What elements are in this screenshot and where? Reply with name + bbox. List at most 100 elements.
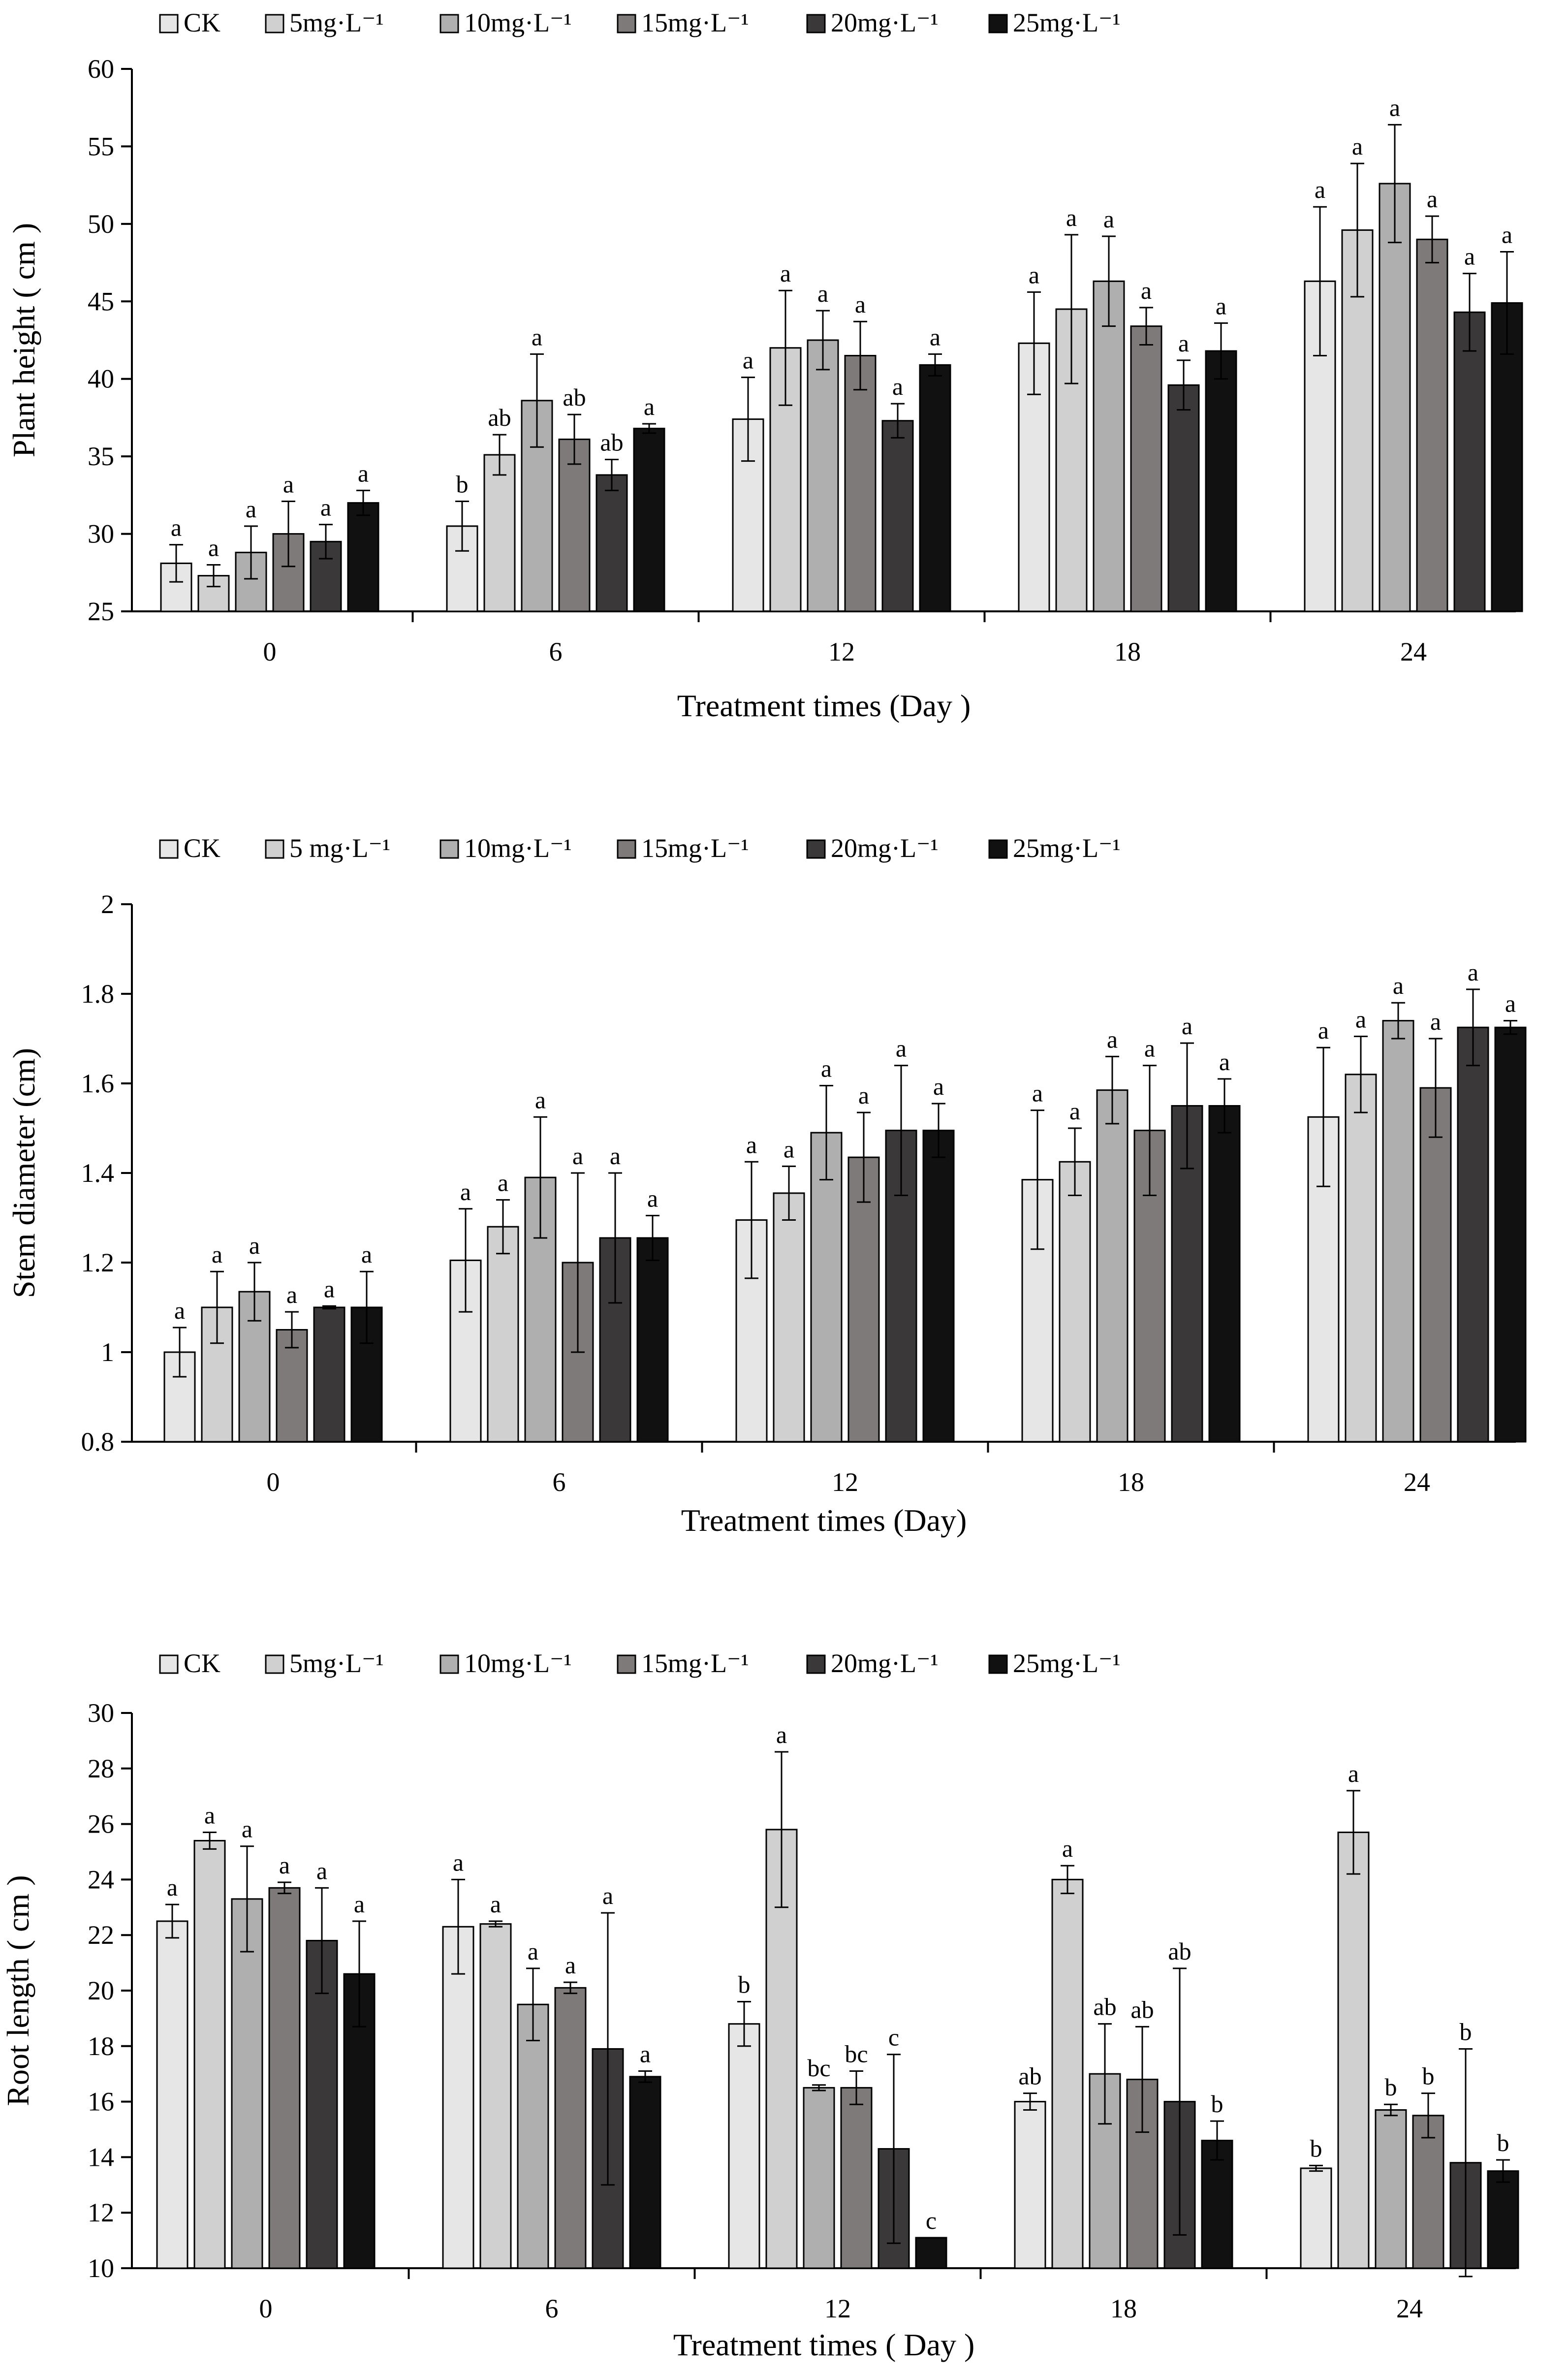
legend-swatch xyxy=(988,1654,1008,1674)
x-tick-label: 0 xyxy=(259,2294,273,2323)
bar xyxy=(1487,2170,1519,2269)
y-tick-label: 1 xyxy=(101,1337,114,1367)
significance-label: ab xyxy=(488,404,511,431)
significance-label: b xyxy=(1211,2090,1223,2118)
bar xyxy=(1300,2167,1332,2269)
significance-label: a xyxy=(1216,292,1226,319)
bar xyxy=(1419,1087,1452,1443)
bar xyxy=(1337,1832,1370,2269)
significance-label: a xyxy=(1062,1835,1073,1862)
bar xyxy=(276,1329,308,1443)
significance-label: a xyxy=(1178,329,1189,357)
significance-label: b xyxy=(738,1971,751,1998)
bar xyxy=(636,1237,669,1443)
bar xyxy=(1345,1074,1377,1443)
y-tick-label: 45 xyxy=(88,286,114,316)
significance-label: a xyxy=(1393,972,1404,999)
legend-label: CK xyxy=(184,833,220,863)
bar xyxy=(1453,311,1486,612)
bar xyxy=(1130,325,1162,612)
legend-label: 25mg·L⁻¹ xyxy=(1013,1648,1121,1678)
significance-label: b xyxy=(1310,2134,1322,2162)
x-tick-label: 18 xyxy=(1114,637,1141,666)
significance-label: a xyxy=(1352,132,1363,160)
significance-label: a xyxy=(279,1851,290,1879)
significance-label: a xyxy=(892,373,903,400)
significance-label: a xyxy=(171,514,182,541)
bar xyxy=(1382,1020,1414,1443)
significance-label: b xyxy=(456,470,469,498)
legend-label: 10mg·L⁻¹ xyxy=(464,8,572,37)
significance-label: a xyxy=(821,1055,832,1082)
bar xyxy=(231,1898,263,2269)
significance-label: ab xyxy=(1130,1996,1154,2023)
legend-label: 5mg·L⁻¹ xyxy=(289,8,384,37)
x-tick-label: 6 xyxy=(545,2294,559,2323)
significance-label: a xyxy=(602,1882,613,1909)
y-tick-label: 60 xyxy=(88,54,114,84)
bar xyxy=(1412,2115,1444,2269)
bar xyxy=(847,1156,880,1443)
significance-label: a xyxy=(1219,1048,1230,1076)
x-tick-label: 0 xyxy=(263,637,277,666)
bar xyxy=(844,354,877,612)
significance-label: a xyxy=(354,1890,365,1918)
x-tick-label: 12 xyxy=(828,637,855,666)
significance-label: b xyxy=(1422,2062,1435,2090)
bar xyxy=(517,2003,549,2269)
x-axis-title: Treatment times ( Day ) xyxy=(673,2327,975,2362)
bar xyxy=(1051,1878,1084,2269)
x-tick-label: 12 xyxy=(832,1467,858,1497)
y-tick-label: 0.8 xyxy=(81,1427,115,1457)
significance-label: a xyxy=(1032,1079,1043,1107)
significance-label: bc xyxy=(807,2054,830,2082)
bar xyxy=(1167,384,1200,612)
bar xyxy=(915,2237,947,2269)
legend-swatch xyxy=(439,1654,459,1674)
significance-label: a xyxy=(640,2040,651,2068)
significance-label: a xyxy=(283,470,294,498)
significance-label: c xyxy=(888,2024,899,2051)
legend-swatch xyxy=(439,839,459,859)
y-tick-label: 55 xyxy=(88,131,114,161)
y-tick-label: 20 xyxy=(88,1976,114,2005)
y-tick-label: 16 xyxy=(88,2087,114,2117)
significance-label: a xyxy=(1502,221,1512,249)
significance-label: a xyxy=(743,347,753,374)
bar xyxy=(313,1306,345,1443)
y-tick-label: 24 xyxy=(88,1865,114,1894)
y-axis-title: Stem diameter (cm) xyxy=(6,1048,41,1298)
legend-label: CK xyxy=(184,1648,220,1678)
x-tick-label: 18 xyxy=(1118,1467,1144,1497)
bar xyxy=(629,2076,661,2269)
x-tick-label: 6 xyxy=(549,637,563,666)
significance-label: a xyxy=(1464,243,1475,270)
y-tick-label: 30 xyxy=(88,519,114,549)
x-tick-label: 6 xyxy=(553,1467,566,1497)
y-tick-label: 50 xyxy=(88,209,114,239)
significance-label: a xyxy=(1144,1035,1155,1062)
bar xyxy=(1093,280,1125,612)
significance-label: a xyxy=(1505,990,1516,1017)
significance-label: a xyxy=(453,1848,464,1876)
bar xyxy=(773,1192,805,1443)
significance-label: c xyxy=(926,2207,937,2234)
y-tick-label: 1.6 xyxy=(81,1069,115,1098)
significance-label: a xyxy=(358,459,369,487)
bar xyxy=(554,1987,587,2269)
significance-label: ab xyxy=(1018,2062,1041,2090)
bar xyxy=(347,502,379,612)
significance-label: a xyxy=(746,1131,757,1158)
significance-label: a xyxy=(316,1857,327,1884)
significance-label: b xyxy=(1497,2129,1509,2156)
significance-label: a xyxy=(490,1890,501,1918)
x-tick-label: 12 xyxy=(824,2294,851,2323)
significance-label: a xyxy=(1182,1012,1192,1040)
significance-label: a xyxy=(858,1081,869,1109)
bar xyxy=(487,1226,519,1443)
x-axis-title: Treatment times (Day ) xyxy=(677,688,971,723)
legend-label: CK xyxy=(184,8,220,37)
bar xyxy=(840,2087,873,2269)
significance-label: a xyxy=(780,259,791,287)
